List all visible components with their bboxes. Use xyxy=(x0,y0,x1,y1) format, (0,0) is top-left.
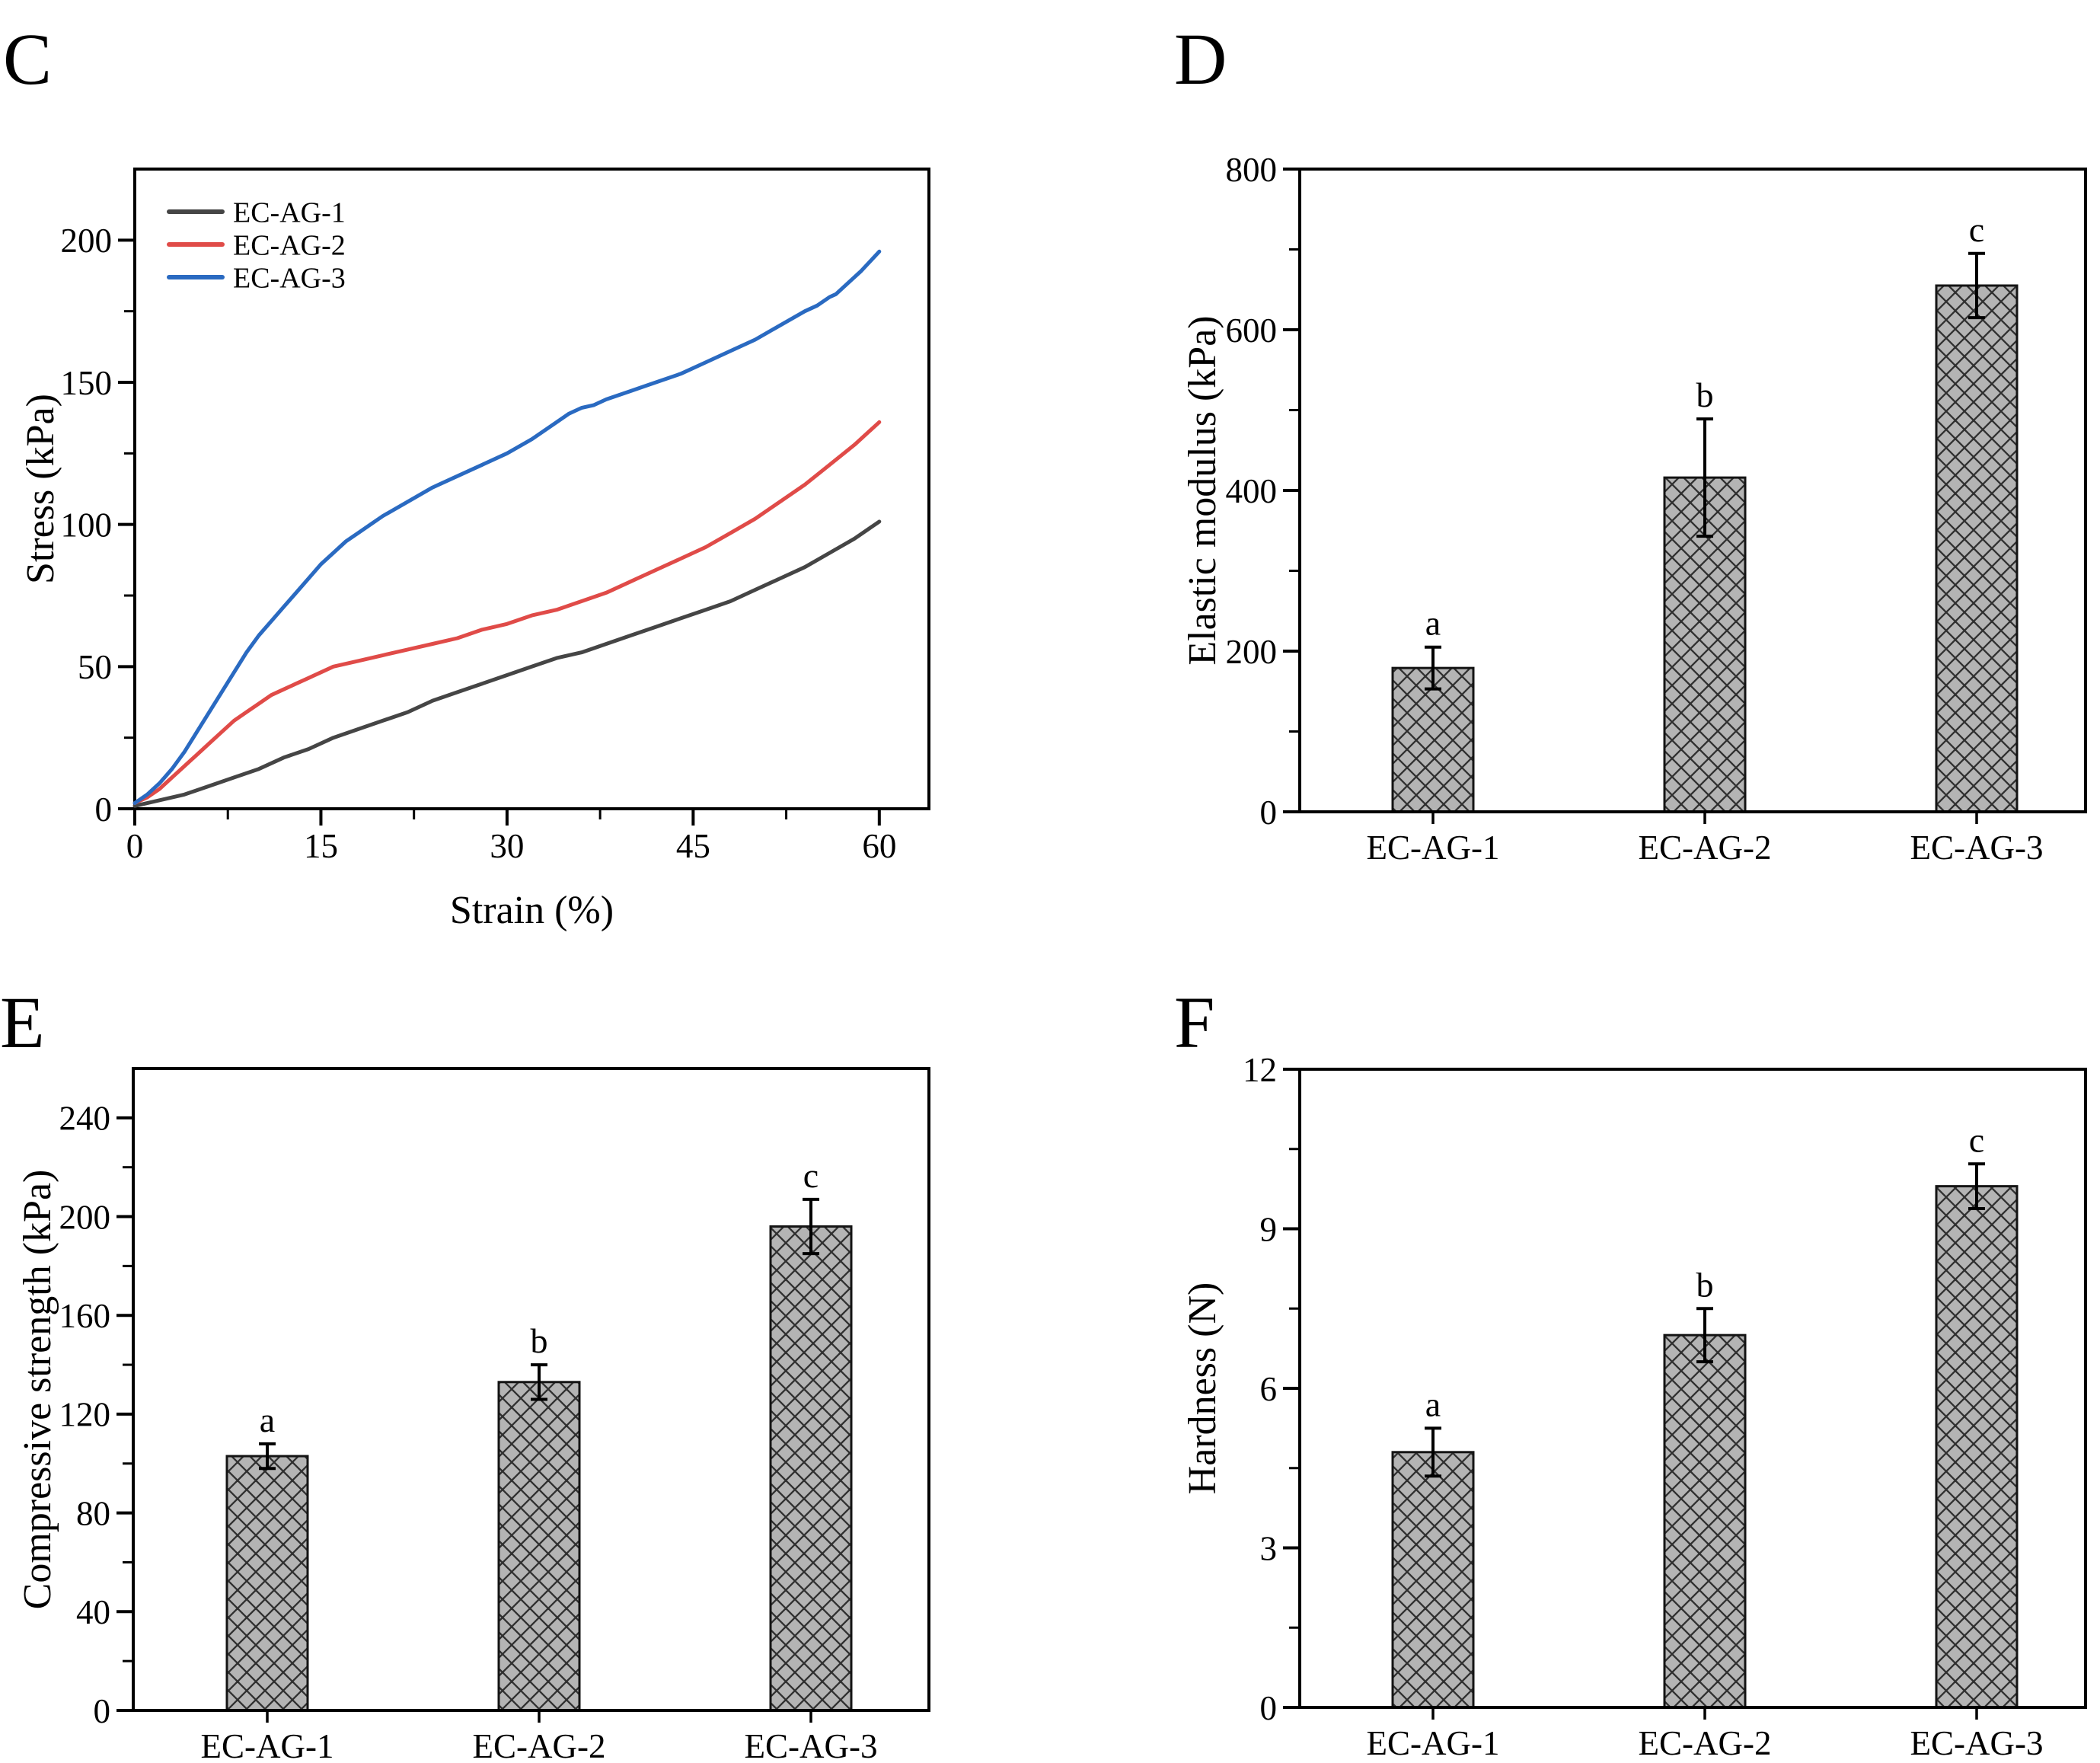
error-bar-ec-ag-1 xyxy=(1425,1426,1441,1478)
y-tick-label: 0 xyxy=(94,1692,111,1730)
x-tick-label: 15 xyxy=(304,827,338,865)
panel-e: a EC-AG-1 b EC-AG-2 c EC-AG-3 0 40 80 120 160 200 24… xyxy=(16,1067,930,1763)
sig-letter: b xyxy=(1696,1265,1714,1304)
sig-letter: c xyxy=(1969,1120,1984,1159)
y-tick-label: 12 xyxy=(1243,1051,1277,1089)
bar-ec-ag-3 xyxy=(769,1225,853,1712)
y-tick-label: 200 xyxy=(1226,633,1278,671)
x-tick-label: 45 xyxy=(676,827,710,865)
y-tick-label: 6 xyxy=(1260,1370,1278,1408)
x-tick-label: 0 xyxy=(126,827,144,865)
sig-letter: b xyxy=(1696,375,1714,414)
category-label: EC-AG-2 xyxy=(1639,829,1772,867)
y-axis-label: Hardness (N) xyxy=(1181,1282,1224,1495)
y-tick-label: 80 xyxy=(76,1494,110,1532)
panel-letter-c: C xyxy=(3,18,53,100)
sig-letter: a xyxy=(260,1400,275,1439)
y-tick-label: 0 xyxy=(1260,794,1278,832)
category-label: EC-AG-2 xyxy=(1639,1724,1772,1762)
sig-letter: c xyxy=(803,1156,819,1195)
sig-letter: a xyxy=(1425,604,1441,643)
error-bar-ec-ag-1 xyxy=(259,1442,276,1471)
axis-frame xyxy=(1298,168,2087,813)
y-tick-label: 0 xyxy=(1260,1689,1278,1727)
sig-letter: a xyxy=(1425,1385,1441,1423)
series-line-ec-ag-2 xyxy=(132,420,882,805)
x-tick-label: 30 xyxy=(490,827,524,865)
y-tick-label: 200 xyxy=(59,1198,111,1236)
bar-ec-ag-1 xyxy=(1391,1451,1475,1709)
legend: EC-AG-1EC-AG-2EC-AG-3 xyxy=(167,196,346,294)
axis-frame xyxy=(1298,1068,2087,1709)
error-bar-ec-ag-2 xyxy=(531,1363,547,1401)
sig-letter: b xyxy=(531,1321,548,1360)
y-tick-label: 3 xyxy=(1260,1529,1278,1567)
axis-frame xyxy=(133,168,930,810)
y-axis-label: Elastic modulus (kPa) xyxy=(1181,315,1224,665)
category-label: EC-AG-2 xyxy=(473,1727,606,1763)
error-bar-ec-ag-2 xyxy=(1696,417,1713,538)
y-tick-label: 200 xyxy=(61,222,113,260)
legend-label: EC-AG-3 xyxy=(233,262,346,294)
panel-letter-f: F xyxy=(1174,982,1215,1063)
panel-d: a EC-AG-1 b EC-AG-2 c EC-AG-3 0 200 400 600 800 Ela… xyxy=(1181,151,2087,867)
panel-letter-e: E xyxy=(0,982,45,1063)
y-tick-label: 150 xyxy=(61,364,113,402)
y-tick-label: 400 xyxy=(1226,472,1278,510)
y-axis-label: Stress (kPa) xyxy=(19,394,62,584)
x-tick-label: 60 xyxy=(862,827,896,865)
bar-ec-ag-1 xyxy=(225,1455,309,1712)
bar-ec-ag-3 xyxy=(1935,1185,2019,1709)
y-tick-label: 120 xyxy=(59,1396,111,1434)
bar-ec-ag-2 xyxy=(1663,1333,1747,1709)
error-bar-ec-ag-3 xyxy=(1968,1162,1985,1210)
legend-label: EC-AG-2 xyxy=(233,229,346,261)
y-tick-label: 160 xyxy=(59,1297,111,1335)
error-bar-ec-ag-3 xyxy=(803,1197,819,1256)
y-tick-label: 600 xyxy=(1226,311,1278,350)
category-label: EC-AG-3 xyxy=(1910,829,2044,867)
error-bar-ec-ag-2 xyxy=(1696,1307,1713,1364)
y-tick-label: 9 xyxy=(1260,1210,1278,1248)
category-label: EC-AG-3 xyxy=(745,1727,878,1763)
x-axis-label: Strain (%) xyxy=(450,889,614,932)
bar-ec-ag-2 xyxy=(497,1381,581,1712)
error-bar-ec-ag-1 xyxy=(1425,645,1441,691)
sig-letter: c xyxy=(1969,210,1984,249)
category-label: EC-AG-3 xyxy=(1910,1724,2044,1762)
panel-f: a EC-AG-1 b EC-AG-2 c EC-AG-3 0 3 6 9 12 Hardness (… xyxy=(1181,1051,2087,1762)
category-label: EC-AG-1 xyxy=(201,1727,334,1763)
legend-label: EC-AG-1 xyxy=(233,196,346,228)
y-tick-label: 800 xyxy=(1226,151,1278,189)
category-label: EC-AG-1 xyxy=(1367,1724,1500,1762)
y-tick-label: 0 xyxy=(95,790,113,829)
y-tick-label: 40 xyxy=(76,1593,110,1631)
bar-ec-ag-1 xyxy=(1391,666,1475,813)
panel-letter-d: D xyxy=(1174,18,1227,100)
bar-ec-ag-3 xyxy=(1935,284,2019,813)
error-bar-ec-ag-3 xyxy=(1968,251,1985,320)
series-line-ec-ag-3 xyxy=(132,249,882,805)
y-axis-label: Compressive strength (kPa) xyxy=(16,1170,59,1610)
y-tick-label: 50 xyxy=(78,648,112,686)
category-label: EC-AG-1 xyxy=(1367,829,1500,867)
axis-frame xyxy=(132,1067,930,1712)
y-tick-label: 100 xyxy=(61,506,113,544)
y-tick-label: 240 xyxy=(59,1100,111,1138)
series-line-ec-ag-1 xyxy=(132,519,882,808)
